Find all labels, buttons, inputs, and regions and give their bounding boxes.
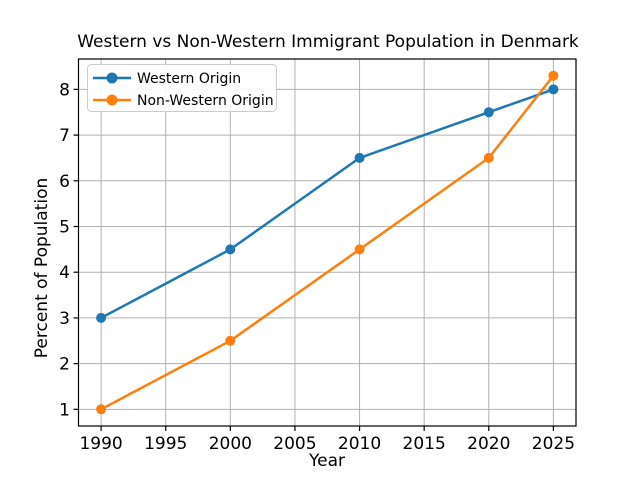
x-tick-label: 2000 (209, 434, 252, 454)
series-line-1 (100, 74, 555, 411)
x-tick-label: 2005 (273, 434, 316, 454)
y-tick-label: 6 (59, 172, 70, 192)
legend-label-western: Western Origin (137, 71, 241, 87)
x-tick-label: 2015 (403, 434, 446, 454)
data-point (483, 107, 494, 118)
x-tick-label: 2025 (532, 434, 575, 454)
y-tick-label: 8 (59, 80, 70, 100)
legend-box (87, 64, 277, 112)
data-point (548, 84, 559, 95)
data-point (96, 404, 107, 415)
chart-title: Western vs Non-Western Immigrant Populat… (77, 32, 579, 52)
x-tick-label: 1990 (79, 434, 122, 454)
legend: Western Origin Non-Western Origin (87, 64, 277, 112)
x-tick-label: 1995 (144, 434, 187, 454)
data-point (225, 244, 236, 255)
series-layer (96, 70, 559, 415)
legend-marker-non-western (106, 94, 118, 106)
series-line-0 (100, 88, 554, 320)
y-tick-label: 3 (59, 309, 70, 329)
x-tick-label: 2020 (467, 434, 510, 454)
x-axis-label: Year (308, 451, 345, 471)
legend-entry-western: Western Origin (93, 71, 241, 87)
y-tick-label: 7 (59, 126, 70, 146)
data-point (96, 312, 107, 323)
data-point (548, 70, 559, 81)
data-point (354, 244, 365, 255)
data-point (225, 335, 236, 346)
y-tick-label: 5 (59, 218, 70, 238)
y-tick-label: 2 (59, 355, 70, 375)
data-point (354, 152, 365, 163)
grid-layer (78, 59, 576, 426)
x-tick-label: 2010 (338, 434, 381, 454)
y-tick-label: 4 (59, 263, 70, 283)
y-axis-label: Percent of Population (32, 178, 52, 358)
plot-frame (77, 58, 577, 427)
legend-marker-western (106, 72, 118, 84)
legend-label-non-western: Non-Western Origin (137, 93, 274, 109)
legend-entry-non-western: Non-Western Origin (93, 93, 274, 109)
y-tick-label: 1 (59, 400, 70, 420)
axis-layer: 1990 1995 2000 2005 2010 2015 2020 2025 1 2 3 4 5 6 7 8 (59, 80, 575, 454)
data-point (483, 152, 494, 163)
